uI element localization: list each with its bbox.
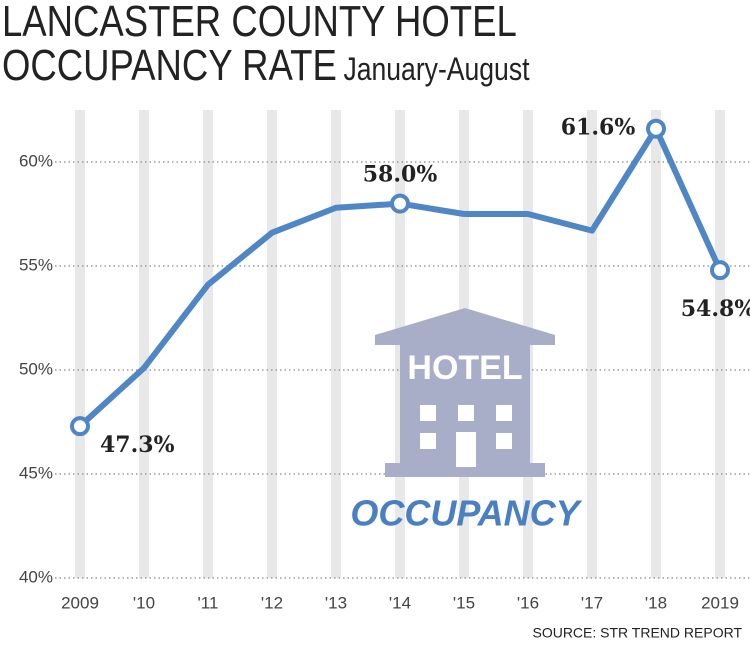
icon-roof bbox=[375, 308, 555, 345]
x-tick-label: '13 bbox=[325, 593, 347, 612]
x-tick-label: '11 bbox=[198, 593, 219, 612]
data-label: 58.0% bbox=[363, 162, 438, 188]
source: SOURCE: STR TREND REPORT bbox=[532, 625, 742, 641]
x-tick-label: '17 bbox=[581, 593, 603, 612]
x-tick-label: '18 bbox=[645, 593, 667, 612]
point-marker bbox=[70, 416, 90, 437]
y-tick-label: 45% bbox=[19, 463, 53, 482]
x-tick-label: '15 bbox=[453, 593, 475, 612]
title-block: LANCASTER COUNTY HOTEL OCCUPANCY RATE Jan… bbox=[2, 0, 583, 91]
category-band bbox=[651, 110, 661, 578]
x-tick-label: '14 bbox=[389, 593, 411, 612]
icon-caption: OCCUPANCY bbox=[350, 493, 582, 534]
x-tick-label: '10 bbox=[133, 593, 155, 612]
data-label: 54.8% bbox=[681, 296, 750, 322]
category-band bbox=[75, 110, 85, 578]
data-label: 47.3% bbox=[100, 432, 175, 458]
category-band bbox=[267, 110, 277, 578]
y-tick-label: 60% bbox=[19, 151, 53, 170]
chart-title: LANCASTER COUNTY HOTEL OCCUPANCY RATE bbox=[2, 0, 516, 90]
category-band bbox=[587, 110, 597, 578]
chart-subtitle: January-August bbox=[343, 51, 530, 87]
y-tick-label: 55% bbox=[19, 255, 53, 274]
y-tick-label: 50% bbox=[19, 359, 53, 378]
x-tick-label: 2019 bbox=[701, 593, 739, 612]
point-marker bbox=[390, 193, 410, 214]
category-band bbox=[203, 110, 213, 578]
hotel-icon: HOTEL OCCUPANCY bbox=[350, 308, 583, 534]
category-band bbox=[139, 110, 149, 578]
point-marker bbox=[710, 260, 730, 281]
icon-sign: HOTEL bbox=[407, 349, 522, 387]
y-tick-label: 40% bbox=[19, 567, 53, 586]
icon-windows bbox=[420, 405, 512, 467]
icon-base bbox=[385, 463, 545, 477]
category-band bbox=[331, 110, 341, 578]
category-band bbox=[715, 110, 725, 578]
x-tick-label: '12 bbox=[261, 593, 283, 612]
x-tick-label: 2009 bbox=[61, 593, 99, 612]
data-label: 61.6% bbox=[561, 115, 636, 141]
point-marker bbox=[646, 118, 666, 139]
x-tick-label: '16 bbox=[517, 593, 539, 612]
